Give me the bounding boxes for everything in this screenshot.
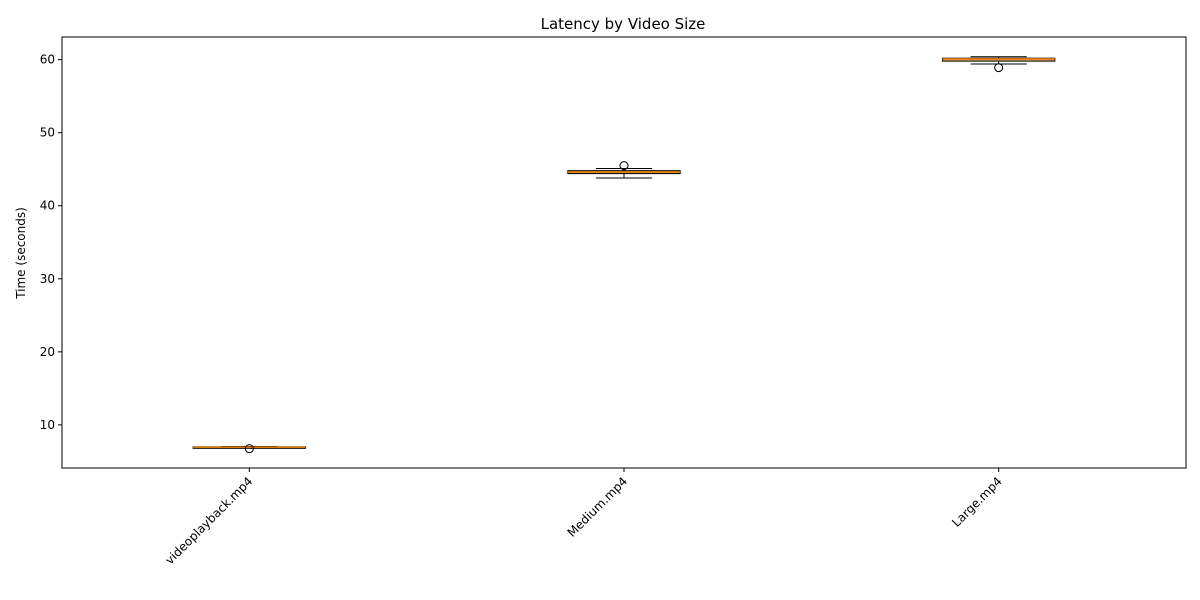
y-tick-label: 10 [40, 418, 55, 432]
y-axis: 10 20 30 40 50 60 [40, 53, 62, 432]
x-tick-label: Medium.mp4 [565, 474, 631, 540]
y-tick-label: 20 [40, 345, 55, 359]
boxes-layer [192, 56, 1056, 454]
box-group-Medium.mp4 [567, 161, 681, 179]
x-tick-label: videoplayback.mp4 [162, 474, 255, 567]
y-tick-label: 40 [40, 199, 55, 213]
y-tick-label: 50 [40, 126, 55, 140]
box-group-Large.mp4 [941, 56, 1056, 73]
x-tick-label: Large.mp4 [949, 474, 1005, 530]
x-axis: videoplayback.mp4 Medium.mp4 Large.mp4 [162, 468, 1005, 567]
outlier-point [244, 444, 254, 454]
outlier-point [994, 63, 1004, 73]
plot-area-frame [61, 36, 1187, 469]
y-axis-label: Time (seconds) [14, 207, 28, 300]
y-tick-label: 60 [40, 53, 55, 67]
outlier-point [619, 161, 629, 171]
y-tick-label: 30 [40, 272, 55, 286]
box-group-videoplayback.mp4 [192, 444, 307, 454]
chart-title: Latency by Video Size [541, 15, 706, 33]
